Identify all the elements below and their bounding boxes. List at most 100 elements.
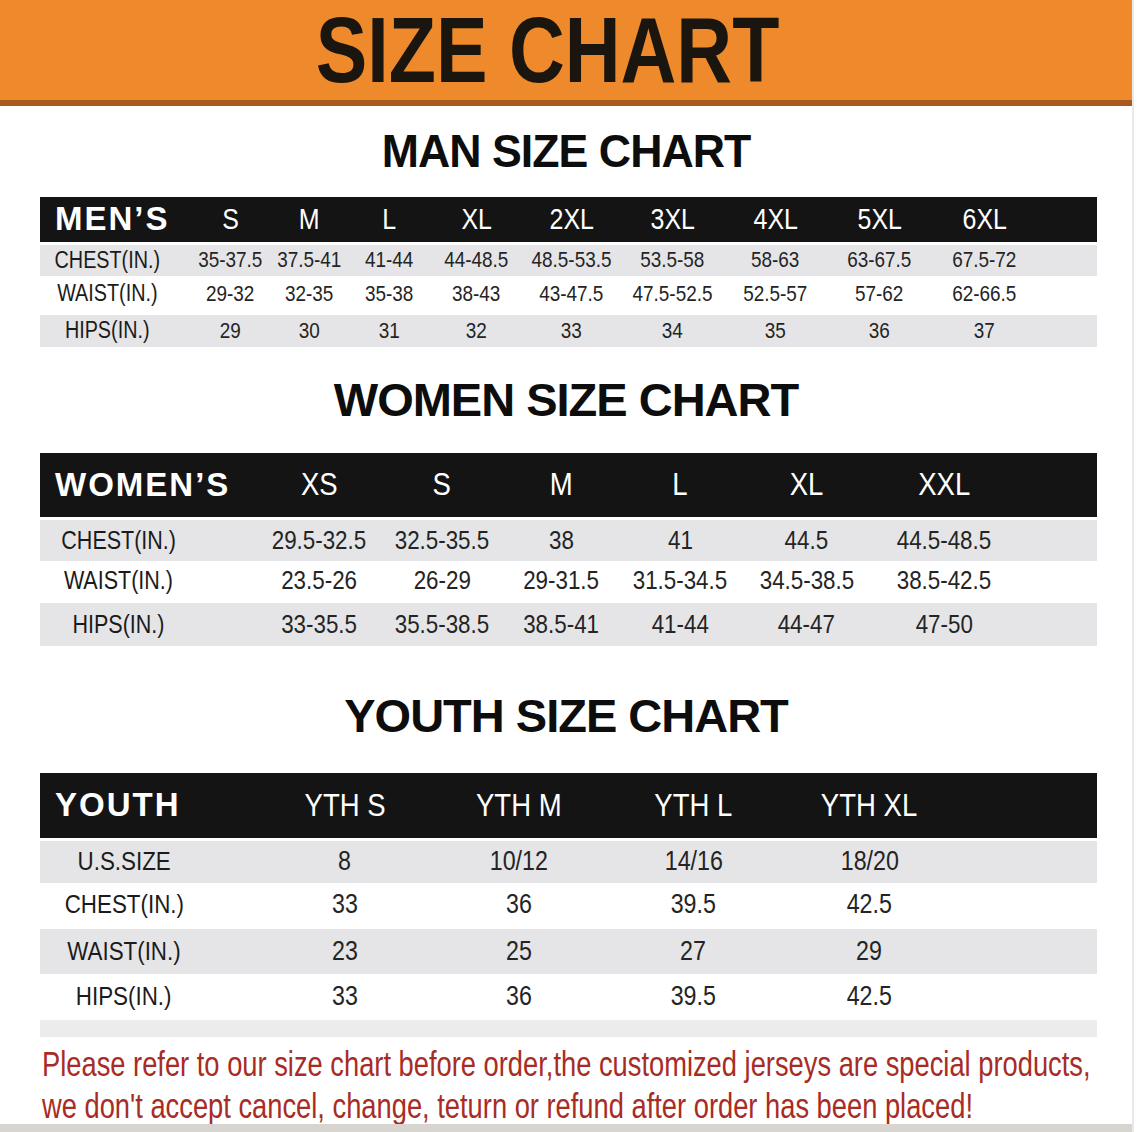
size-value-cell: 53.5-58: [621, 243, 724, 276]
youth-table-title: YOUTH: [40, 773, 258, 839]
size-value-cell: 63-67.5: [827, 243, 932, 276]
womens-size-col-header: XS: [257, 453, 381, 518]
size-value-cell: 44-47: [740, 601, 873, 646]
mens-size-table-container: MEN’SSMLXL2XL3XL4XL5XL6XLCHEST(IN.)35-37…: [0, 197, 1132, 347]
man-size-chart-heading: MAN SIZE CHART: [28, 127, 1103, 174]
women-size-chart-heading: WOMEN SIZE CHART: [0, 376, 1132, 423]
mens-size-col-header: 2XL: [522, 197, 621, 243]
youth-size-chart-section: YOUTH SIZE CHART YOUTHYTH SYTH MYTH LYTH…: [0, 692, 1132, 1037]
youth-row-chestin: CHEST(IN.)333639.542.5: [40, 883, 1097, 927]
youth-row-hipsin: HIPS(IN.)333639.542.5: [40, 974, 1097, 1019]
empty-cell: [1015, 601, 1097, 646]
size-value-cell: 57-62: [827, 276, 932, 313]
size-value-cell: 44.5-48.5: [873, 518, 1015, 561]
banner-title: SIZE CHART: [316, 4, 780, 96]
empty-cell: [1015, 561, 1097, 601]
mens-size-col-header: S: [191, 197, 270, 243]
size-value-cell: 31: [348, 313, 431, 347]
mens-table-title: MEN’S: [40, 197, 191, 243]
empty-cell: [958, 883, 1097, 927]
youth-size-col-header: YTH S: [258, 773, 432, 839]
row-label: CHEST(IN.): [40, 243, 191, 276]
size-value-cell: 36: [432, 974, 606, 1019]
mens-size-col-header: L: [348, 197, 431, 243]
empty-cell: [1037, 313, 1097, 347]
size-value-cell: 43-47.5: [522, 276, 621, 313]
size-value-cell: 48.5-53.5: [522, 243, 621, 276]
size-value-cell: 32-35: [270, 276, 348, 313]
size-value-cell: 47.5-52.5: [621, 276, 724, 313]
size-value-cell: 52.5-57: [724, 276, 827, 313]
size-value-cell: 38: [503, 518, 620, 561]
size-value-cell: 67.5-72: [932, 243, 1037, 276]
mens-row-chestin: CHEST(IN.)35-37.537.5-4141-4444-48.548.5…: [40, 243, 1097, 276]
row-label: WAIST(IN.): [40, 927, 258, 974]
size-value-cell: 29-31.5: [503, 561, 620, 601]
mens-size-col-header: M: [270, 197, 348, 243]
size-value-cell: 44.5: [740, 518, 873, 561]
disclaimer-line-2: we don't accept cancel, change, teturn o…: [42, 1085, 892, 1127]
empty-cell: [958, 839, 1097, 883]
row-label: HIPS(IN.): [40, 313, 191, 347]
row-label: U.S.SIZE: [40, 839, 258, 883]
empty-cell: [1037, 276, 1097, 313]
youth-size-col-header: YTH XL: [781, 773, 958, 839]
empty-cell: [958, 927, 1097, 974]
size-value-cell: 41: [620, 518, 740, 561]
size-value-cell: 33: [522, 313, 621, 347]
size-value-cell: 27: [606, 927, 781, 974]
row-label: HIPS(IN.): [40, 601, 257, 646]
womens-row-chestin: CHEST(IN.)29.5-32.532.5-35.5384144.544.5…: [40, 518, 1097, 561]
size-value-cell: 31.5-34.5: [620, 561, 740, 601]
size-value-cell: 29-32: [191, 276, 270, 313]
size-value-cell: 35.5-38.5: [381, 601, 503, 646]
size-value-cell: 18/20: [781, 839, 958, 883]
size-value-cell: 37.5-41: [270, 243, 348, 276]
size-value-cell: 14/16: [606, 839, 781, 883]
disclaimer-line-1: Please refer to our size chart before or…: [42, 1043, 892, 1085]
size-value-cell: 38-43: [431, 276, 522, 313]
size-value-cell: 23: [258, 927, 432, 974]
size-value-cell: 41-44: [620, 601, 740, 646]
mens-row-hipsin: HIPS(IN.)293031323334353637: [40, 313, 1097, 347]
table-bottom-strip: [40, 1019, 1097, 1037]
youth-size-table-container: YOUTHYTH SYTH MYTH LYTH XLU.S.SIZE810/12…: [0, 773, 1132, 1037]
womens-size-col-header: M: [503, 453, 620, 518]
womens-size-table-container: WOMEN’SXSSMLXLXXLCHEST(IN.)29.5-32.532.5…: [0, 453, 1132, 646]
size-value-cell: 33: [258, 974, 432, 1019]
size-chart-page: SIZE CHART MAN SIZE CHART MEN’SSMLXL2XL3…: [0, 0, 1134, 1132]
size-value-cell: 30: [270, 313, 348, 347]
size-value-cell: 44-48.5: [431, 243, 522, 276]
size-value-cell: 29.5-32.5: [257, 518, 381, 561]
size-value-cell: 36: [432, 883, 606, 927]
banner: SIZE CHART: [0, 0, 1132, 106]
size-value-cell: 42.5: [781, 974, 958, 1019]
size-value-cell: 33-35.5: [257, 601, 381, 646]
size-value-cell: 29: [191, 313, 270, 347]
womens-row-waistin: WAIST(IN.)23.5-2626-2929-31.531.5-34.534…: [40, 561, 1097, 601]
youth-size-col-header: YTH M: [432, 773, 606, 839]
youth-size-chart-heading: YOUTH SIZE CHART: [0, 692, 1132, 739]
size-value-cell: 29: [781, 927, 958, 974]
youth-row-waistin: WAIST(IN.)23252729: [40, 927, 1097, 974]
empty-cell: [1037, 243, 1097, 276]
womens-table-title: WOMEN’S: [40, 453, 257, 518]
bottom-edge-shadow: [0, 1124, 1132, 1132]
mens-size-col-header: 6XL: [932, 197, 1037, 243]
youth-row-ussize: U.S.SIZE810/1214/1618/20: [40, 839, 1097, 883]
row-label: CHEST(IN.): [40, 883, 258, 927]
size-value-cell: 36: [827, 313, 932, 347]
row-label: WAIST(IN.): [40, 561, 257, 601]
size-value-cell: 35-38: [348, 276, 431, 313]
man-size-chart-section: MAN SIZE CHART MEN’SSMLXL2XL3XL4XL5XL6XL…: [0, 127, 1132, 347]
size-value-cell: 35: [724, 313, 827, 347]
mens-size-col-header: 3XL: [621, 197, 724, 243]
size-value-cell: 34.5-38.5: [740, 561, 873, 601]
empty-header-cell: [958, 773, 1097, 839]
womens-size-col-header: XXL: [873, 453, 1015, 518]
womens-size-col-header: XL: [740, 453, 873, 518]
size-value-cell: 25: [432, 927, 606, 974]
size-value-cell: 32.5-35.5: [381, 518, 503, 561]
size-value-cell: 42.5: [781, 883, 958, 927]
women-size-chart-section: WOMEN SIZE CHART WOMEN’SXSSMLXLXXLCHEST(…: [0, 376, 1132, 646]
